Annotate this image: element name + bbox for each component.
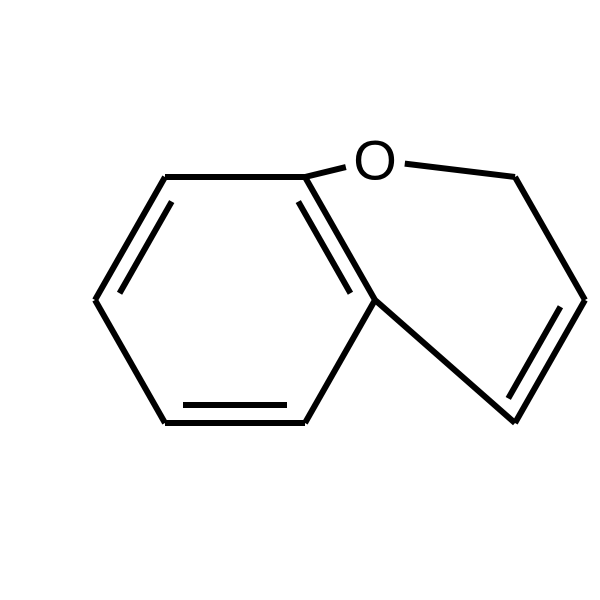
- bond-line: [515, 177, 585, 300]
- bond-line: [305, 167, 346, 177]
- bond-line: [375, 300, 515, 423]
- bond-line: [405, 164, 515, 177]
- bonds-group: [95, 164, 585, 423]
- atoms-group: O: [353, 129, 397, 192]
- bond-line: [95, 177, 165, 300]
- bond-line: [305, 300, 375, 423]
- atom-label: O: [353, 129, 397, 192]
- molecule-canvas: O: [0, 0, 600, 600]
- bond-line: [515, 300, 585, 423]
- bond-line: [305, 177, 375, 300]
- bond-line: [95, 300, 165, 423]
